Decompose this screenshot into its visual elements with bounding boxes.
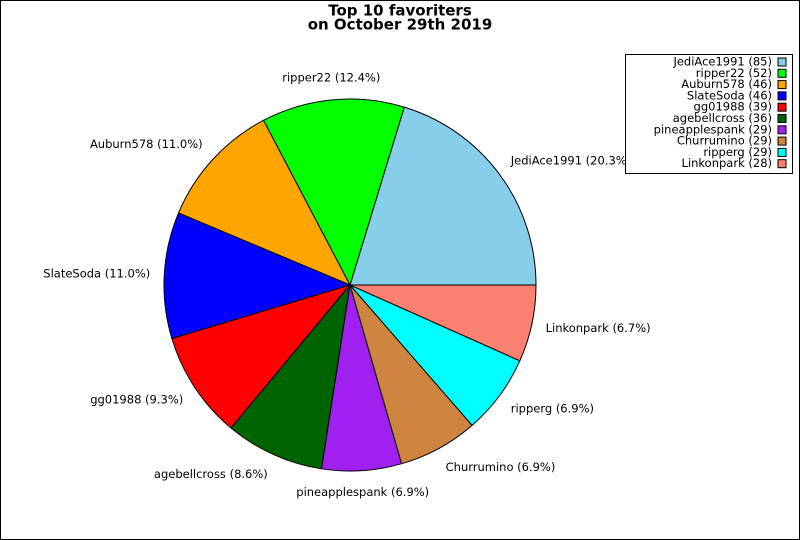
pie-slice (349, 284, 537, 362)
slice-label: gg01988 (9.3%) (90, 392, 183, 406)
legend-swatch (777, 136, 787, 146)
legend-swatch (777, 102, 787, 112)
pie-slice (177, 119, 352, 286)
legend-label: Auburn578 (46) (681, 77, 772, 91)
legend-label: SlateSoda (46) (687, 88, 772, 102)
legend-label: JediAce1991 (85) (672, 55, 772, 69)
slice-label: agebellcross (8.6%) (154, 467, 268, 481)
legend-swatch (777, 159, 787, 169)
slice-label: ripper22 (12.4%) (282, 70, 380, 84)
legend-label: agebellcross (36) (673, 111, 772, 125)
legend-label: pineapplespank (29) (654, 122, 772, 136)
slice-label: Churrumino (6.9%) (446, 460, 556, 474)
slice-label: Linkonpark (6.7%) (546, 321, 651, 335)
legend-label: ripperg (29) (703, 145, 772, 159)
slice-label: JediAce1991 (20.3%) (510, 154, 631, 168)
slice-label: SlateSoda (11.0%) (43, 267, 150, 281)
legend-swatch (777, 68, 787, 78)
chart-title: on October 29th 2019 (308, 16, 493, 34)
slice-label: ripperg (6.9%) (511, 401, 594, 415)
legend-swatch (777, 147, 787, 157)
legend-box (625, 54, 793, 174)
pie-slice (349, 106, 537, 286)
legend-swatch (777, 114, 787, 123)
pie-slice (262, 98, 405, 287)
legend-label: gg01988 (39) (694, 100, 772, 114)
legend-swatch (777, 80, 787, 90)
pie-slice (171, 284, 352, 429)
legend-swatch (777, 57, 787, 67)
pie-slice (163, 212, 352, 340)
legend-label: ripper22 (52) (696, 66, 772, 80)
slice-label: Auburn578 (11.0%) (90, 137, 203, 151)
legend-swatch (777, 91, 787, 101)
pie-slice (230, 283, 351, 470)
slice-label: pineapplespank (6.9%) (296, 485, 429, 499)
legend-label: Linkonpark (28) (682, 156, 772, 170)
legend-swatch (777, 125, 787, 135)
chart-title: Top 10 favoriters (328, 2, 472, 20)
legend-label: Churrumino (29) (677, 134, 772, 148)
